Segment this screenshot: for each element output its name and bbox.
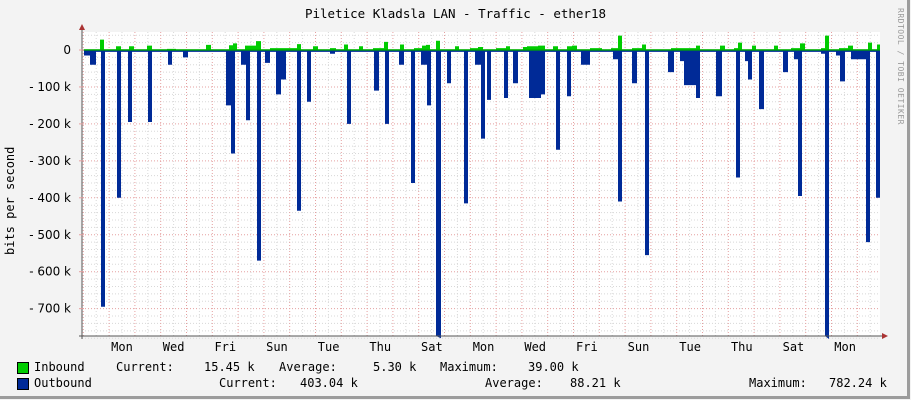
x-tick-label: Wed [163,340,185,354]
inbound-swatch [17,362,29,374]
outbound-average-label: Average: [485,376,543,390]
x-tick-label: Mon [111,340,133,354]
x-tick-label: Sat [421,340,443,354]
outbound-maximum-label: Maximum: [749,376,807,390]
y-tick-label: 0 [63,43,71,57]
graph-title: Piletice Kladsla LAN - Traffic - ether18 [304,6,607,21]
x-tick-label: Sat [783,340,805,354]
y-tick-label: - 500 k [29,228,71,242]
inbound-average-value: 5.30 k [373,360,417,374]
outbound-average-value: 88.21 k [570,376,621,390]
y-tick-label: - 400 k [29,191,71,205]
outbound-current-label: Current: [219,376,277,390]
rrdtool-credit: RRDTOOL / TOBI OETIKER [896,8,905,125]
outbound-swatch [17,378,29,390]
axes [79,24,888,339]
y-tick-labels: 0 - 100 k - 200 k - 300 k - 400 k - 500 k - 60… [29,43,71,316]
y-tick-label: - 300 k [29,154,71,168]
x-tick-label: Sun [628,340,650,354]
x-tick-label: Tue [318,340,340,354]
x-tick-label: Thu [731,340,753,354]
x-tick-label: Wed [524,340,546,354]
y-tick-label: - 200 k [29,117,71,131]
y-tick-label: - 100 k [29,80,71,94]
inbound-average-label: Average: [279,360,337,374]
inbound-current-value: 15.45 k [204,360,255,374]
outbound-label: Outbound [34,376,92,390]
x-tick-label: Thu [369,340,391,354]
traffic-chart: 0 - 100 k - 200 k - 300 k - 400 k - 500 k - 60… [29,24,888,354]
y-tick-label: - 700 k [29,302,71,316]
x-tick-label: Mon [473,340,495,354]
inbound-area [82,35,880,50]
x-tick-label: Sun [266,340,288,354]
x-tick-labels: Mon Wed Fri Sun Tue Thu Sat Mon Wed Fri Sun Tue Thu S… [111,340,856,354]
outbound-maximum-value: 782.24 k [829,376,887,390]
outbound-current-value: 403.04 k [300,376,358,390]
x-tick-label: Tue [679,340,701,354]
x-tick-label: Fri [214,340,236,354]
inbound-label: Inbound [34,360,85,374]
y-tick-label: - 600 k [29,265,71,279]
inbound-maximum-label: Maximum: [440,360,498,374]
inbound-maximum-value: 39.00 k [528,360,579,374]
x-tick-label: Fri [576,340,598,354]
outbound-area [82,50,880,339]
inbound-current-label: Current: [116,360,174,374]
x-tick-label: Mon [834,340,856,354]
data-series [82,35,880,339]
